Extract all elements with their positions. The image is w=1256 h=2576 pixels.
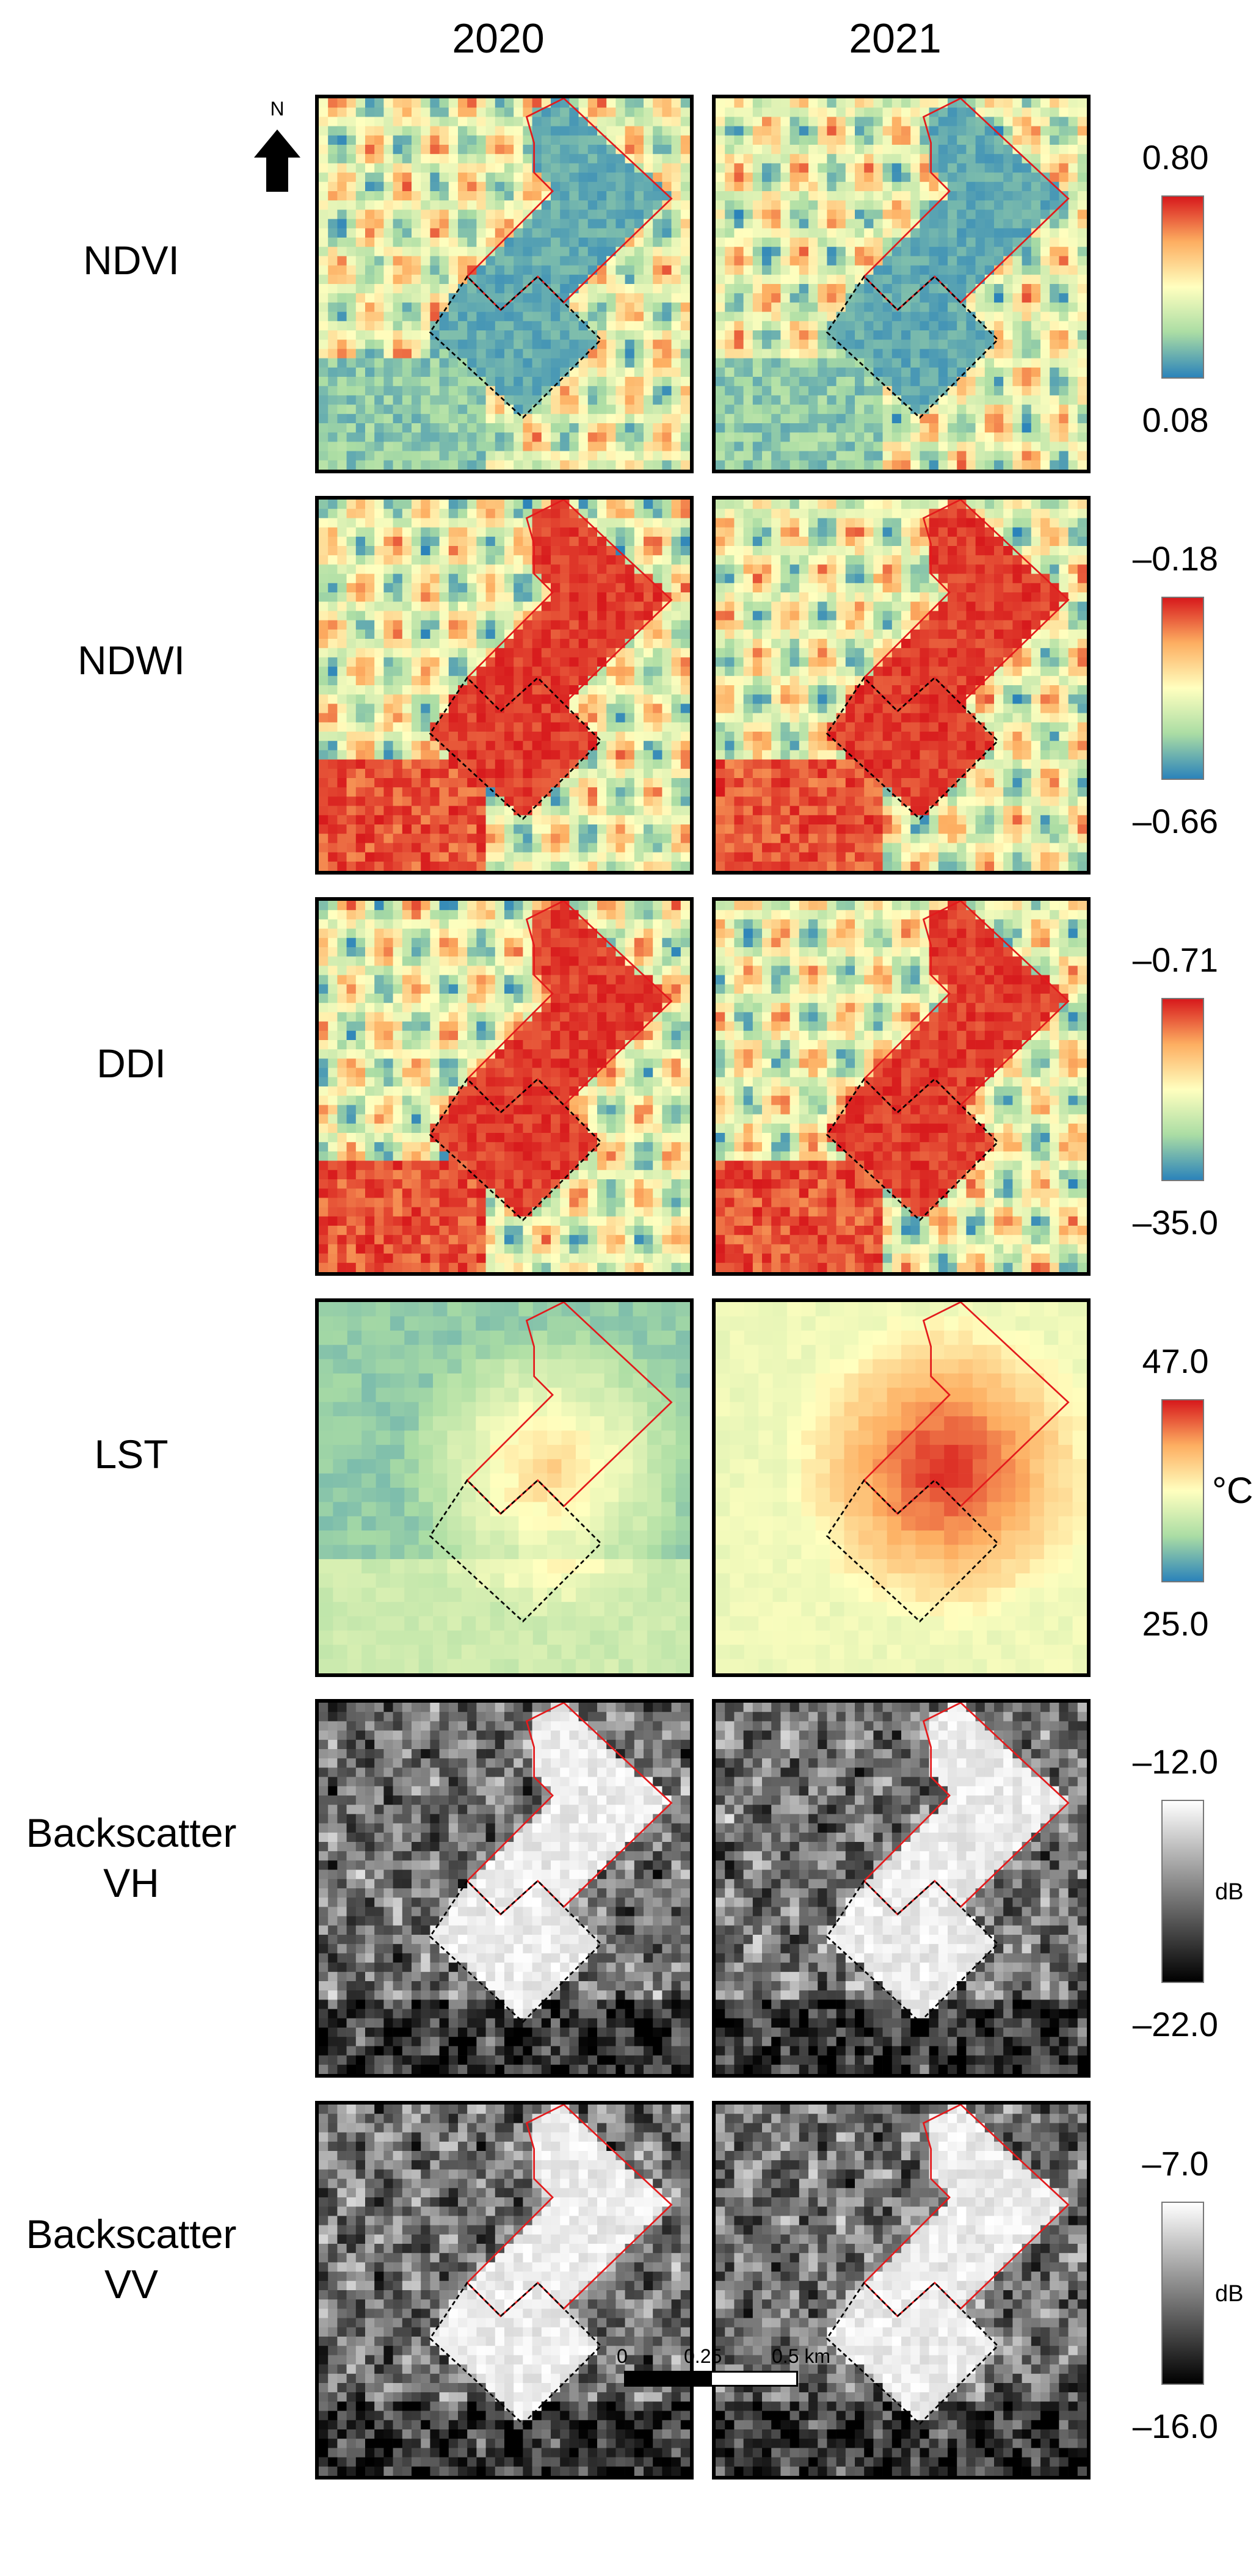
study-site-dashed-outline [826, 1479, 1000, 1623]
map-panel-backscatter-vh-2020 [315, 1699, 694, 2078]
colorbar [1161, 1399, 1204, 1582]
column-heading-2020: 2020 [452, 15, 545, 62]
colorbar [1161, 2202, 1204, 2385]
study-site-dashed-outline [429, 275, 603, 419]
study-site-outline [466, 901, 673, 1114]
study-site-dashed-outline [429, 676, 603, 820]
scale-label-0: 0 [617, 2345, 628, 2367]
map-panel-backscatter-vv-2020 [315, 2101, 694, 2480]
map-panel-ndvi-2021 [712, 95, 1091, 473]
colorbar-max-label: –0.18 [1132, 539, 1219, 578]
colorbar [1161, 998, 1204, 1181]
colorbar-min-label: –22.0 [1132, 2005, 1219, 2043]
raster [319, 1703, 690, 2074]
map-panel-ndwi-2021 [712, 496, 1091, 875]
colorbar-unit-label: °C [1212, 1470, 1254, 1511]
raster [716, 1302, 1087, 1673]
study-site-outline [466, 1302, 673, 1515]
raster [319, 1302, 690, 1673]
scale-bar-black [624, 2371, 712, 2387]
colorbar-max-label: –0.71 [1132, 941, 1219, 979]
map-panel-backscatter-vv-2021 [712, 2101, 1091, 2480]
study-site-dashed-outline [826, 2281, 1000, 2425]
colorbar-min-label: 25.0 [1142, 1604, 1209, 1643]
map-panel-ndwi-2020 [315, 496, 694, 875]
raster [319, 98, 690, 470]
colorbar-max-label: 0.80 [1142, 138, 1209, 176]
row-label-lst: LST [94, 1432, 169, 1477]
colorbar-max-label: 47.0 [1142, 1342, 1209, 1380]
raster [716, 2105, 1087, 2476]
study-site-dashed-outline [429, 1479, 603, 1623]
raster [716, 500, 1087, 871]
row-label-backscatter-vh: Backscatter VH [26, 1810, 237, 1905]
colorbar-max-label: –7.0 [1142, 2144, 1209, 2183]
study-site-dashed-outline [429, 2281, 603, 2425]
scale-label-05km: 0.5 km [772, 2345, 831, 2367]
study-site-outline [466, 1703, 673, 1916]
study-site-outline [863, 1703, 1070, 1916]
study-site-outline [466, 2105, 673, 2318]
colorbar-unit-label: dB [1215, 2281, 1244, 2307]
study-site-outline [466, 98, 673, 311]
scale-bar-white [710, 2371, 798, 2387]
row-label-backscatter-vv: Backscatter VV [26, 2211, 237, 2307]
study-site-dashed-outline [826, 1879, 1000, 2023]
scale-label-025: 0.25 [684, 2345, 722, 2367]
column-heading-2021: 2021 [849, 15, 942, 62]
raster [319, 500, 690, 871]
raster [716, 1703, 1087, 2074]
study-site-outline [863, 2105, 1070, 2318]
colorbar-min-label: –0.66 [1132, 802, 1219, 840]
colorbar-min-label: –35.0 [1132, 1203, 1219, 1242]
study-site-dashed-outline [429, 1879, 603, 2023]
map-panel-ndvi-2020 [315, 95, 694, 473]
colorbar-unit-label: dB [1215, 1879, 1244, 1905]
colorbar [1161, 597, 1204, 780]
colorbar-max-label: –12.0 [1132, 1742, 1219, 1781]
colorbar [1161, 195, 1204, 379]
raster [716, 901, 1087, 1272]
raster [319, 901, 690, 1272]
study-site-outline [466, 500, 673, 713]
colorbar-min-label: –16.0 [1132, 2407, 1219, 2445]
north-arrow-icon [254, 129, 300, 192]
map-panel-ddi-2021 [712, 897, 1091, 1276]
study-site-outline [863, 1302, 1070, 1515]
study-site-dashed-outline [429, 1077, 603, 1221]
study-site-dashed-outline [826, 275, 1000, 419]
map-panel-lst-2020 [315, 1298, 694, 1677]
map-panel-backscatter-vh-2021 [712, 1699, 1091, 2078]
study-site-dashed-outline [826, 676, 1000, 820]
raster [716, 98, 1087, 470]
study-site-outline [863, 901, 1070, 1114]
colorbar-min-label: 0.08 [1142, 401, 1209, 439]
row-label-ndvi: NDVI [83, 238, 180, 283]
colorbar [1161, 1800, 1204, 1983]
map-panel-lst-2021 [712, 1298, 1091, 1677]
row-label-ndwi: NDWI [78, 638, 185, 683]
study-site-dashed-outline [826, 1077, 1000, 1221]
north-label: N [270, 98, 285, 120]
map-panel-ddi-2020 [315, 897, 694, 1276]
raster [319, 2105, 690, 2476]
study-site-outline [863, 500, 1070, 713]
row-label-ddi: DDI [96, 1041, 166, 1086]
